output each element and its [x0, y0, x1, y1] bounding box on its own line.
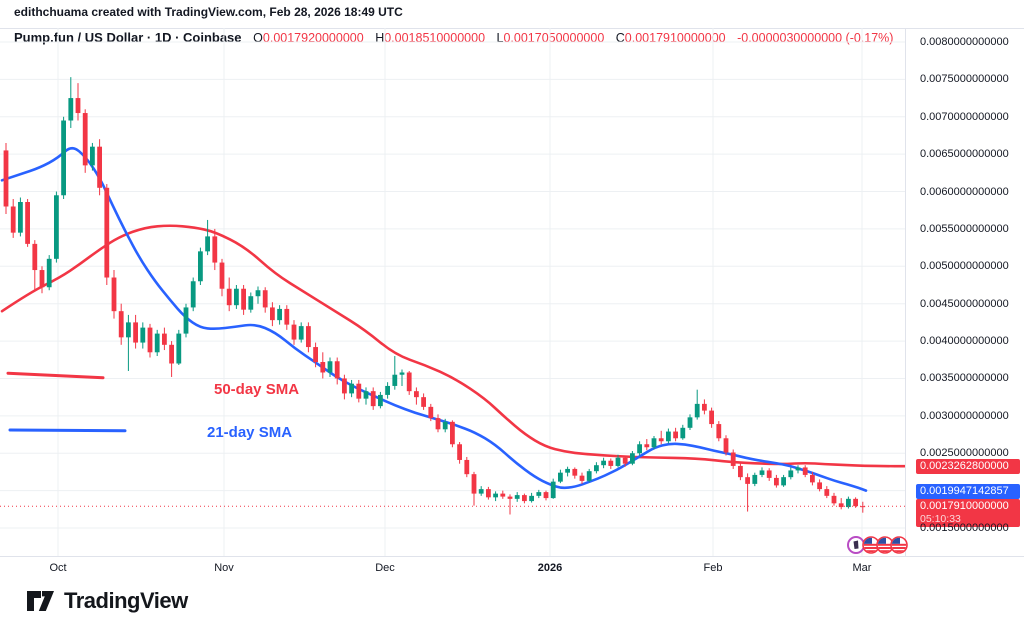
- price-axis[interactable]: 0.0023262800000 0.0019947142857 0.001791…: [906, 28, 1024, 556]
- time-axis-divider: [0, 556, 1024, 557]
- purple-event-icon[interactable]: [847, 536, 865, 554]
- price-tick-label: 0.0080000000000: [920, 36, 1009, 48]
- time-tick-label: Oct: [49, 562, 67, 574]
- sma50-price-badge: 0.0023262800000: [916, 458, 1020, 474]
- tradingview-wordmark: TradingView: [64, 588, 188, 613]
- time-tick-label: Nov: [214, 562, 234, 574]
- low-label: L: [496, 31, 504, 45]
- price-tick-label: 0.0060000000000: [920, 185, 1009, 198]
- price-tick-label: 0.0065000000000: [920, 148, 1009, 161]
- price-axis-divider: [905, 28, 906, 556]
- time-tick-label: Dec: [375, 562, 395, 574]
- bar-countdown-timer: 05:10:33: [920, 513, 961, 526]
- price-tick-label: 0.0075000000000: [920, 73, 1009, 86]
- price-tick-label: 0.0040000000000: [920, 335, 1009, 348]
- tradingview-logomark-icon: [27, 591, 54, 611]
- price-tick-label: 0.0015000000000: [920, 522, 1009, 534]
- attribution-text: edithchuama created with TradingView.com…: [14, 5, 403, 19]
- high-label: H: [375, 31, 385, 45]
- open-label: O: [253, 31, 263, 45]
- event-marker-icons[interactable]: [846, 532, 908, 558]
- close-label: C: [615, 31, 625, 45]
- price-tick-label: 0.0050000000000: [920, 260, 1009, 273]
- price-tick-label: 0.0045000000000: [920, 297, 1009, 310]
- sma21-price-badge: 0.0019947142857: [916, 483, 1020, 499]
- price-tick-label: 0.0035000000000: [920, 372, 1009, 385]
- chart-plot-area[interactable]: [0, 0, 905, 556]
- time-tick-label: Mar: [852, 562, 872, 574]
- last-price-value: 0.0017910000000: [920, 500, 1009, 513]
- us-flag-event-icon[interactable]: [890, 536, 908, 554]
- header-divider: [0, 28, 1024, 29]
- us-flag-event-icon[interactable]: [862, 536, 880, 554]
- price-tick-label: 0.0025000000000: [920, 447, 1009, 460]
- tradingview-logo[interactable]: TradingView: [26, 588, 188, 614]
- sma21-annotation-label[interactable]: 21-day SMA: [207, 424, 293, 441]
- price-tick-label: 0.0030000000000: [920, 409, 1009, 422]
- time-tick-label: Feb: [703, 562, 723, 574]
- time-tick-label: 2026: [537, 562, 563, 574]
- price-tick-label: 0.0055000000000: [920, 222, 1009, 235]
- time-axis[interactable]: Oct Nov Dec 2026 Feb Mar: [0, 557, 905, 581]
- price-tick-label: 0.0070000000000: [920, 110, 1009, 123]
- sma50-annotation-label[interactable]: 50-day SMA: [214, 381, 300, 398]
- symbol-title: Pump.fun / US Dollar · 1D · Coinbase: [14, 30, 242, 45]
- last-price-badge: 0.0017910000000 05:10:33: [916, 499, 1020, 528]
